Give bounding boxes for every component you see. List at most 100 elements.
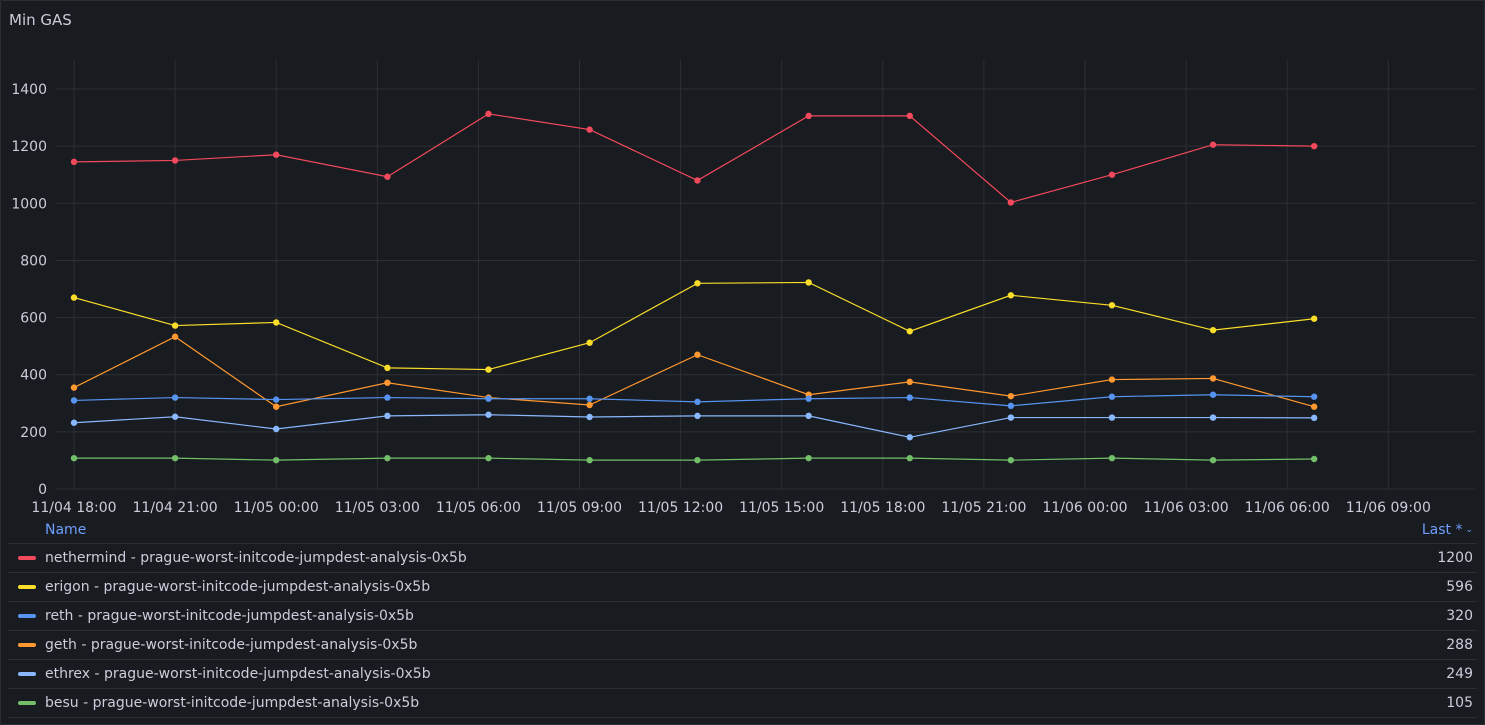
data-point[interactable]	[171, 413, 179, 420]
data-point[interactable]	[586, 395, 593, 402]
data-point[interactable]	[1209, 456, 1217, 464]
series-geth[interactable]	[70, 333, 1318, 410]
data-point[interactable]	[485, 395, 492, 402]
data-point[interactable]	[1007, 402, 1015, 410]
data-point[interactable]	[273, 403, 280, 410]
data-point[interactable]	[1108, 393, 1116, 400]
data-point[interactable]	[70, 158, 78, 166]
data-point[interactable]	[171, 322, 179, 329]
legend-item[interactable]: besu - prague-worst-initcode-jumpdest-an…	[8, 689, 1477, 718]
data-point[interactable]	[805, 395, 812, 402]
series-nethermind[interactable]	[70, 110, 1318, 206]
data-point[interactable]	[1310, 142, 1318, 150]
series-besu[interactable]	[70, 454, 1318, 464]
series-ethrex[interactable]	[70, 411, 1318, 441]
data-point[interactable]	[1108, 376, 1116, 383]
data-point[interactable]	[906, 394, 913, 401]
data-point[interactable]	[1209, 375, 1217, 382]
data-point[interactable]	[586, 126, 593, 133]
series-erigon[interactable]	[70, 279, 1318, 373]
data-point[interactable]	[273, 425, 280, 433]
series-line	[73, 414, 1315, 438]
data-point[interactable]	[384, 454, 391, 462]
data-point[interactable]	[1310, 315, 1318, 322]
data-point[interactable]	[586, 456, 593, 464]
data-point[interactable]	[485, 110, 492, 118]
legend-header: Name Last * ⌄	[8, 516, 1477, 544]
data-point[interactable]	[273, 396, 280, 403]
data-point[interactable]	[1209, 414, 1217, 421]
data-point[interactable]	[171, 333, 179, 340]
legend-item[interactable]: erigon - prague-worst-initcode-jumpdest-…	[8, 573, 1477, 602]
data-point[interactable]	[805, 454, 812, 462]
data-point[interactable]	[171, 454, 179, 462]
data-point[interactable]	[1007, 199, 1015, 206]
data-point[interactable]	[384, 364, 391, 372]
data-point[interactable]	[1007, 456, 1015, 464]
y-tick-label: 400	[20, 368, 47, 384]
series-reth[interactable]	[70, 391, 1318, 410]
legend-item[interactable]: geth - prague-worst-initcode-jumpdest-an…	[8, 631, 1477, 660]
data-point[interactable]	[906, 328, 913, 335]
legend-item[interactable]: nethermind - prague-worst-initcode-jumpd…	[8, 544, 1477, 573]
data-point[interactable]	[273, 319, 280, 326]
data-point[interactable]	[906, 112, 913, 120]
data-point[interactable]	[1209, 326, 1217, 334]
data-point[interactable]	[1310, 393, 1318, 400]
series-line	[74, 457, 1315, 461]
data-point[interactable]	[1108, 414, 1116, 421]
data-point[interactable]	[70, 419, 78, 426]
data-point[interactable]	[70, 384, 78, 391]
data-point[interactable]	[485, 411, 492, 418]
data-point[interactable]	[694, 177, 701, 184]
data-point[interactable]	[694, 351, 701, 358]
data-point[interactable]	[906, 434, 913, 441]
data-point[interactable]	[586, 401, 593, 409]
data-point[interactable]	[1310, 403, 1318, 410]
data-point[interactable]	[694, 398, 701, 406]
data-point[interactable]	[1108, 171, 1116, 178]
data-point[interactable]	[805, 112, 812, 120]
data-point[interactable]	[384, 173, 391, 180]
data-point[interactable]	[1108, 454, 1116, 462]
data-point[interactable]	[70, 454, 78, 462]
data-point[interactable]	[1310, 414, 1318, 422]
data-point[interactable]	[171, 157, 179, 164]
data-point[interactable]	[586, 413, 593, 421]
data-point[interactable]	[70, 294, 78, 301]
data-point[interactable]	[694, 412, 701, 420]
legend-name-header[interactable]: Name	[45, 521, 87, 538]
data-point[interactable]	[485, 366, 492, 373]
data-point[interactable]	[906, 454, 913, 462]
data-point[interactable]	[586, 339, 593, 346]
data-point[interactable]	[70, 397, 78, 404]
data-point[interactable]	[1007, 392, 1015, 400]
data-point[interactable]	[384, 412, 391, 420]
y-tick-label: 1400	[11, 82, 47, 98]
chevron-down-icon: ⌄	[1465, 524, 1473, 535]
data-point[interactable]	[906, 378, 913, 386]
data-point[interactable]	[171, 394, 179, 401]
data-point[interactable]	[1209, 391, 1217, 398]
data-point[interactable]	[384, 394, 391, 401]
data-point[interactable]	[805, 412, 812, 420]
y-axis: 0 200 400 600 800 1000 1200 1400	[11, 82, 47, 498]
legend-sort-last[interactable]: Last * ⌄	[1422, 522, 1473, 538]
data-point[interactable]	[1108, 302, 1116, 309]
legend-item[interactable]: reth - prague-worst-initcode-jumpdest-an…	[8, 602, 1477, 631]
data-point[interactable]	[1209, 141, 1217, 148]
data-point[interactable]	[273, 456, 280, 464]
legend-item[interactable]: ethrex - prague-worst-initcode-jumpdest-…	[8, 660, 1477, 689]
panel-title[interactable]: Min GAS	[9, 11, 72, 29]
data-point[interactable]	[1007, 414, 1015, 421]
data-point[interactable]	[1310, 455, 1318, 463]
data-point[interactable]	[273, 151, 280, 158]
data-point[interactable]	[694, 456, 701, 464]
data-point[interactable]	[694, 280, 701, 287]
data-point[interactable]	[805, 279, 812, 286]
data-point[interactable]	[485, 454, 492, 462]
data-point[interactable]	[1007, 292, 1015, 299]
x-tick-label: 11/06 06:00	[1245, 500, 1330, 516]
legend-series-name: erigon - prague-worst-initcode-jumpdest-…	[45, 579, 431, 595]
data-point[interactable]	[384, 379, 391, 386]
